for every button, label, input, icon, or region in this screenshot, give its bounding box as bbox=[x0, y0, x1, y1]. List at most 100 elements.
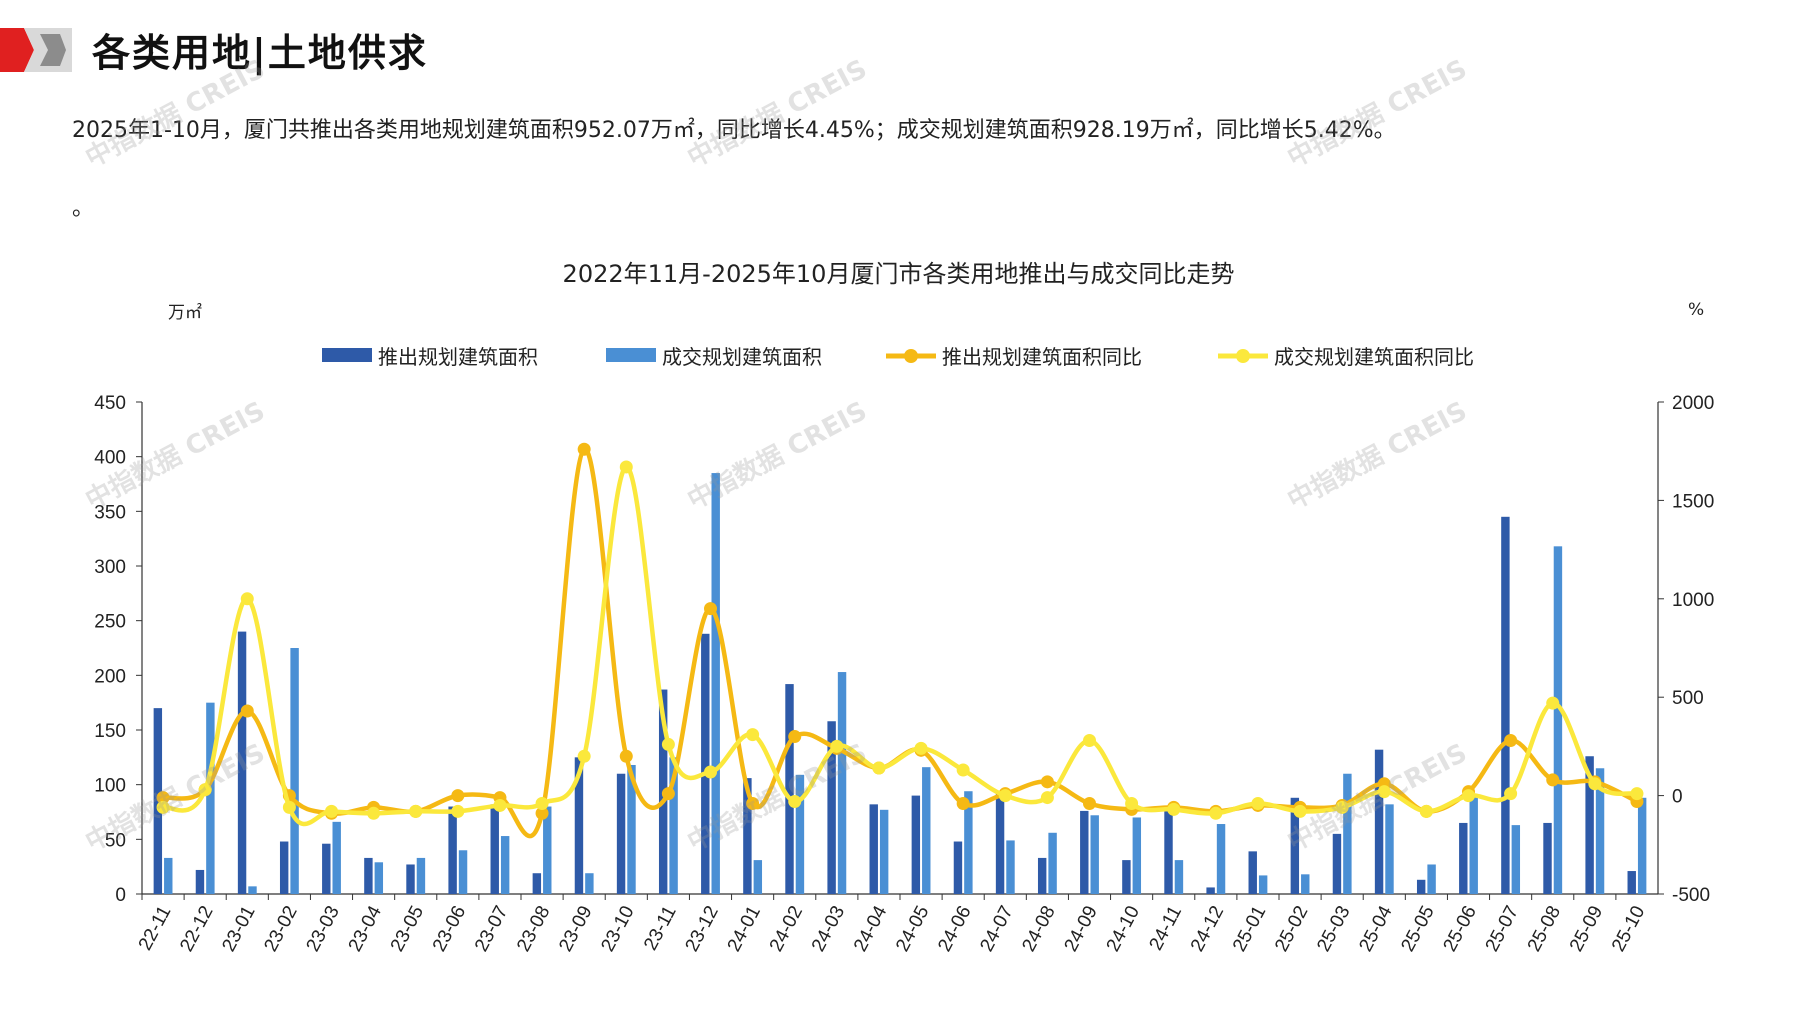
supply-yoy-point bbox=[956, 796, 970, 810]
deal-bar bbox=[164, 857, 173, 894]
deal-yoy-point bbox=[1462, 789, 1475, 803]
deal-bar bbox=[795, 774, 805, 894]
deal-yoy-point bbox=[198, 783, 212, 797]
deal-bar bbox=[1595, 768, 1605, 894]
right-tick-label: 1500 bbox=[1672, 491, 1714, 512]
x-tick-label: 24-09 bbox=[1061, 902, 1102, 955]
supply-bar bbox=[1543, 822, 1552, 894]
deal-yoy-point bbox=[240, 592, 254, 606]
supply-yoy-point bbox=[577, 442, 591, 456]
x-tick-label: 23-03 bbox=[303, 902, 344, 955]
x-tick-label: 23-06 bbox=[429, 902, 470, 955]
x-tick-label: 24-12 bbox=[1187, 902, 1228, 955]
deal-yoy-point bbox=[830, 739, 844, 753]
deal-bar bbox=[837, 672, 847, 894]
supply-yoy-point bbox=[156, 791, 170, 805]
legend-supply-bar-swatch bbox=[322, 348, 372, 362]
left-tick-label: 150 bbox=[94, 721, 126, 742]
right-tick-label: 500 bbox=[1672, 688, 1704, 709]
deal-bar bbox=[669, 757, 678, 894]
deal-bar bbox=[1216, 824, 1226, 894]
deal-bar bbox=[206, 702, 215, 894]
deal-yoy-point bbox=[872, 761, 886, 775]
x-tick-label: 23-12 bbox=[682, 902, 723, 955]
right-tick-label: 1000 bbox=[1672, 590, 1714, 611]
supply-yoy-point bbox=[661, 787, 675, 801]
deal-bar bbox=[1090, 815, 1099, 894]
x-tick-label: 24-11 bbox=[1145, 902, 1186, 954]
supply-bar bbox=[322, 843, 331, 894]
supply-bar bbox=[1459, 822, 1468, 894]
legend-supply-yoy-marker bbox=[904, 349, 918, 363]
x-tick-label: 23-10 bbox=[597, 902, 638, 955]
x-tick-label: 25-03 bbox=[1313, 902, 1354, 955]
supply-bar bbox=[364, 857, 373, 894]
summary-extra: 。 bbox=[72, 196, 95, 221]
supply-bar bbox=[1248, 851, 1257, 894]
supply-bar bbox=[1627, 871, 1636, 894]
deal-yoy-point bbox=[156, 800, 170, 814]
x-tick-label: 25-10 bbox=[1608, 902, 1649, 955]
deal-bar bbox=[1637, 797, 1647, 894]
deal-yoy-point bbox=[325, 804, 338, 818]
legend-deal-yoy-label: 成交规划建筑面积同比 bbox=[1274, 345, 1474, 369]
x-tick-label: 24-10 bbox=[1103, 902, 1144, 955]
deal-yoy-point bbox=[493, 798, 507, 812]
left-axis-unit: 万㎡ bbox=[168, 303, 202, 323]
deal-bar bbox=[1132, 817, 1142, 894]
right-tick-label: 0 bbox=[1672, 787, 1683, 808]
supply-bar bbox=[1374, 749, 1384, 894]
supply-bar bbox=[532, 873, 542, 894]
left-tick-label: 350 bbox=[94, 502, 126, 523]
supply-yoy-point bbox=[788, 730, 802, 744]
deal-yoy-point bbox=[788, 795, 802, 809]
x-tick-label: 23-09 bbox=[555, 902, 596, 955]
deal-yoy-point bbox=[746, 728, 760, 742]
x-tick-label: 25-04 bbox=[1355, 902, 1397, 955]
deal-yoy-point bbox=[998, 789, 1012, 803]
supply-bar bbox=[1037, 857, 1047, 894]
x-tick-label: 24-05 bbox=[892, 902, 933, 955]
supply-yoy-point bbox=[451, 789, 465, 803]
supply-bar bbox=[616, 773, 626, 894]
x-tick-label: 23-04 bbox=[345, 902, 387, 955]
deal-bar bbox=[1511, 825, 1521, 894]
x-tick-label: 23-08 bbox=[513, 902, 554, 955]
left-tick-label: 450 bbox=[94, 393, 126, 414]
deal-yoy-point bbox=[282, 800, 296, 814]
supply-bar bbox=[1122, 860, 1131, 894]
supply-bar bbox=[448, 806, 457, 894]
x-tick-label: 24-02 bbox=[766, 902, 807, 955]
deal-yoy-point bbox=[1588, 777, 1602, 791]
deal-bar bbox=[374, 862, 384, 894]
supply-bar bbox=[1164, 808, 1173, 894]
x-tick-label: 23-07 bbox=[471, 902, 512, 955]
x-tick-label: 22-12 bbox=[176, 902, 217, 955]
legend-deal-bar-label: 成交规划建筑面积 bbox=[662, 345, 822, 369]
deal-yoy-point bbox=[577, 749, 591, 763]
deal-bar bbox=[1174, 860, 1184, 894]
supply-yoy-point bbox=[1504, 733, 1518, 747]
x-tick-label: 25-05 bbox=[1397, 902, 1438, 955]
x-tick-label: 23-01 bbox=[218, 902, 259, 955]
deal-yoy-point bbox=[1167, 802, 1181, 816]
x-tick-label: 23-11 bbox=[640, 902, 681, 954]
legend-supply-yoy-label: 推出规划建筑面积同比 bbox=[942, 345, 1142, 369]
deal-bar bbox=[1006, 840, 1015, 894]
deal-bar bbox=[290, 648, 299, 894]
deal-bar bbox=[922, 767, 931, 894]
supply-bar bbox=[1416, 879, 1426, 894]
deal-bar bbox=[458, 850, 468, 894]
deal-yoy-point bbox=[704, 765, 717, 779]
deal-yoy-point bbox=[1504, 787, 1518, 801]
deal-bar bbox=[1258, 875, 1268, 894]
deal-bar bbox=[248, 886, 257, 894]
supply-yoy-point bbox=[1040, 775, 1054, 789]
supply-bar bbox=[237, 631, 247, 894]
supply-bar bbox=[827, 721, 836, 894]
x-tick-label: 22-11 bbox=[135, 902, 176, 954]
deal-bar bbox=[416, 857, 426, 894]
deal-yoy-point bbox=[1630, 787, 1644, 801]
supply-bar bbox=[995, 793, 1005, 894]
x-tick-label: 23-02 bbox=[260, 902, 301, 955]
